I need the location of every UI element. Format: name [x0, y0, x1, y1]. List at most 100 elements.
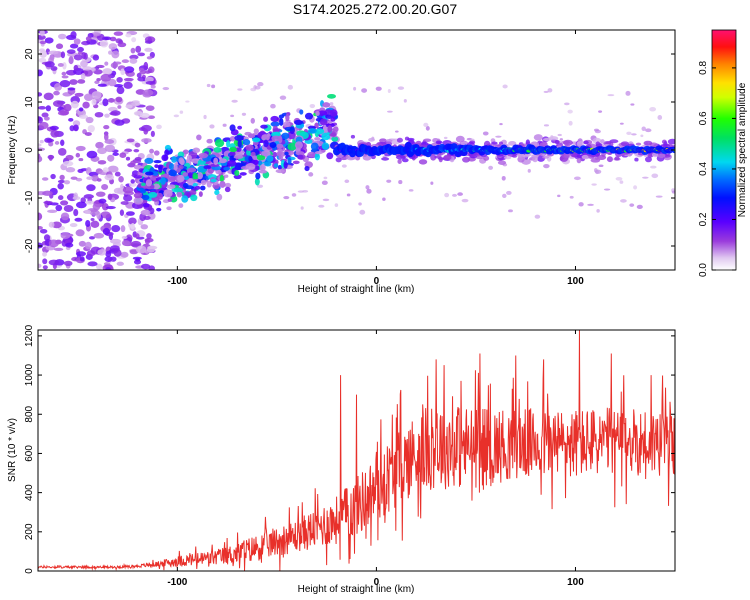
spectrogram-cell — [314, 152, 321, 161]
spectrogram-cell — [275, 169, 285, 174]
spectrogram-cell — [140, 209, 151, 216]
spectrogram-cell — [587, 203, 594, 206]
spectrogram-cell — [200, 179, 207, 186]
snr-frame — [37, 329, 676, 572]
spectrogram-cell — [206, 138, 213, 144]
spectrogram-cell — [671, 190, 675, 194]
spectrogram-cell — [67, 87, 76, 91]
spectrogram-cell — [142, 203, 150, 208]
spectrogram-cell — [38, 105, 47, 110]
spectrogram-cell — [93, 232, 105, 239]
spectrogram-cell — [134, 142, 141, 148]
x-tick-label: 100 — [567, 276, 584, 287]
spectrogram-cell — [255, 172, 261, 180]
spectrogram-cell — [130, 222, 135, 230]
spectrogram-cell — [598, 164, 604, 168]
spectrogram-cell — [173, 162, 178, 171]
spectrogram-cell — [281, 132, 290, 140]
spectrogram-cell — [569, 195, 574, 199]
spectrogram-cell — [210, 163, 220, 168]
spectrogram-cell — [361, 88, 368, 93]
spectrogram-cell — [54, 141, 60, 145]
spectrogram-cell — [185, 100, 190, 103]
spectrogram-cell — [278, 155, 284, 160]
spectrogram-cell — [75, 152, 81, 158]
spectrogram-cell — [620, 199, 627, 203]
spectrogram-cell — [42, 258, 48, 265]
spectrogram-cell — [223, 166, 231, 171]
spectrogram-cell — [327, 125, 333, 133]
spectrogram-cell — [38, 121, 49, 130]
spectrogram-cell — [43, 92, 54, 101]
spectrogram-cell — [206, 83, 211, 88]
spectrogram-cell — [115, 96, 123, 103]
spectrogram-cell — [547, 88, 553, 93]
spectrogram-cell — [543, 90, 549, 93]
spectrogram-cell — [603, 188, 611, 191]
spectrogram-cell — [260, 124, 268, 129]
spectrogram-cell — [122, 186, 134, 194]
spectrogram-cell — [250, 87, 257, 92]
spectrogram-cell — [229, 151, 236, 157]
spectrogram-cell — [310, 142, 319, 151]
spectrogram-cell — [60, 212, 70, 221]
spectrogram-cell — [107, 193, 113, 201]
spectrogram-cell — [359, 209, 366, 215]
spectrogram-cell — [157, 192, 163, 200]
spectrogram-cell — [630, 103, 635, 106]
spectrogram-cell — [156, 124, 162, 130]
spectrogram-cell — [365, 185, 370, 190]
spectrogram-cell — [39, 40, 47, 45]
spectrogram-cell — [461, 198, 469, 203]
spectrogram-cell — [68, 56, 74, 65]
spectrogram-cell — [543, 164, 550, 169]
spectrogram-cell — [57, 110, 69, 116]
spectrogram-cell — [177, 174, 185, 183]
spectrogram-cell — [314, 136, 321, 141]
spectrogram-cell — [252, 137, 261, 143]
spectrogram-cell — [178, 203, 184, 208]
spectrogram-cell — [60, 200, 69, 206]
spectrogram-cell — [48, 50, 59, 55]
x-tick-label: -100 — [167, 276, 187, 287]
spectrogram-cell — [261, 149, 271, 158]
spectrogram-cell — [394, 130, 399, 133]
spectrogram-cell — [318, 110, 328, 117]
spectrogram-cell — [85, 220, 91, 228]
spectrogram-cell — [145, 80, 156, 85]
spectrogram-cell — [130, 160, 136, 165]
spectrogram-cell — [104, 139, 115, 145]
spectrogram-cell — [203, 114, 207, 120]
spectrogram-cell — [279, 117, 284, 126]
spectrogram-cell — [83, 194, 94, 199]
colorbar-tick-label: 0.8 — [698, 61, 709, 75]
spectrogram-cell — [606, 156, 613, 163]
y-tick-label: 600 — [24, 445, 35, 462]
spectrogram-cell — [179, 110, 184, 114]
spectrogram-cell — [482, 131, 489, 136]
spectrogram-cell — [504, 155, 512, 160]
spectrogram-cell — [245, 144, 254, 151]
spectrogram-cell — [77, 168, 84, 174]
spectrogram-cell — [121, 235, 128, 240]
spectrogram-cell — [667, 138, 675, 145]
spectrogram-cell — [89, 236, 95, 240]
spectrogram-cell — [182, 172, 188, 177]
spectrogram-cell — [362, 154, 372, 161]
spectrogram-cell — [73, 64, 79, 72]
spectrogram-cell — [97, 83, 107, 87]
spectrogram-cell — [154, 164, 159, 169]
colorbar-tick-label: 0.6 — [698, 111, 709, 125]
spectrogram-cell — [283, 161, 288, 169]
spectrogram-cell — [593, 128, 599, 132]
spectrogram-cell — [75, 201, 87, 209]
spectrogram-cell — [117, 42, 127, 48]
spectrogram-cell — [38, 48, 45, 52]
spectrogram-cell — [58, 148, 67, 156]
spectrogram-cell — [226, 160, 237, 167]
spectrogram-cell — [198, 191, 203, 197]
spectrogram-cell — [53, 90, 60, 96]
spectrogram-cell — [649, 106, 657, 112]
spectrogram-cell — [381, 157, 390, 161]
spectrogram-cell — [595, 141, 601, 148]
